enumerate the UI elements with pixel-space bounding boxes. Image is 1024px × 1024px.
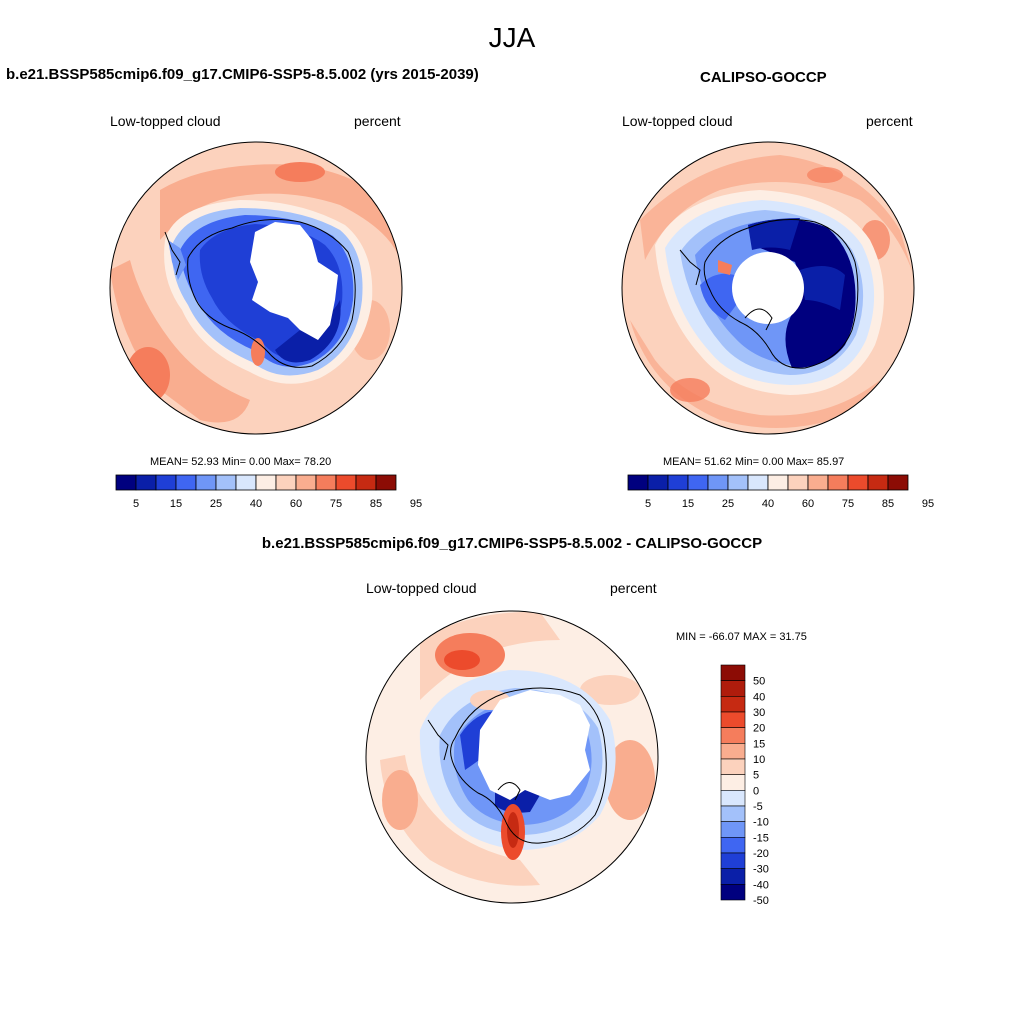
diff-colorbar-tick-label: -10 xyxy=(753,817,769,829)
model-colorbar-tick-label: 75 xyxy=(330,498,342,510)
model-colorbar-tick-label: 15 xyxy=(170,498,182,510)
diff-colorbar-swatch xyxy=(720,680,746,697)
obs-colorbar-swatch xyxy=(847,474,869,491)
obs-colorbar-tick-label: 5 xyxy=(645,498,651,510)
obs-polar-map xyxy=(621,141,915,435)
obs-variable-label: Low-topped cloud xyxy=(622,113,733,129)
model-colorbar-swatch xyxy=(375,474,397,491)
diff-colorbar-tick-label: 20 xyxy=(753,723,765,735)
obs-colorbar-tick-label: 15 xyxy=(682,498,694,510)
model-colorbar-swatch xyxy=(235,474,257,491)
diff-colorbar-tick-label: 0 xyxy=(753,785,759,797)
diff-colorbar-swatch xyxy=(720,664,746,681)
model-colorbar-swatch xyxy=(135,474,157,491)
diff-colorbar-swatch xyxy=(720,837,746,854)
model-colorbar-swatch xyxy=(195,474,217,491)
model-colorbar-swatch xyxy=(115,474,137,491)
diff-polar-map xyxy=(365,610,659,904)
diff-colorbar-tick-label: 15 xyxy=(753,738,765,750)
obs-colorbar-swatch xyxy=(747,474,769,491)
model-variable-label: Low-topped cloud xyxy=(110,113,221,129)
diff-colorbar-swatch xyxy=(720,758,746,775)
diff-colorbar-tick-label: -5 xyxy=(753,801,763,813)
model-colorbar-swatch xyxy=(215,474,237,491)
diff-colorbar-swatch xyxy=(720,696,746,713)
obs-colorbar-tick-label: 25 xyxy=(722,498,734,510)
model-colorbar-swatch xyxy=(275,474,297,491)
diff-colorbar-swatch xyxy=(720,790,746,807)
diff-colorbar-tick-label: -20 xyxy=(753,848,769,860)
obs-colorbar-tick-label: 75 xyxy=(842,498,854,510)
diff-colorbar-swatch xyxy=(720,743,746,760)
diff-units-label: percent xyxy=(610,580,657,596)
obs-stats: MEAN= 51.62 Min= 0.00 Max= 85.97 xyxy=(663,456,845,468)
diff-colorbar-tick-label: -50 xyxy=(753,895,769,907)
model-colorbar-tick-label: 95 xyxy=(410,498,422,510)
diff-colorbar-tick-label: 50 xyxy=(753,676,765,688)
diff-colorbar-tick-label: 30 xyxy=(753,707,765,719)
model-colorbar-swatch xyxy=(315,474,337,491)
model-polar-map xyxy=(109,141,403,435)
obs-colorbar-swatch xyxy=(627,474,649,491)
obs-colorbar-tick-label: 40 xyxy=(762,498,774,510)
season-title: JJA xyxy=(488,22,536,53)
obs-colorbar-swatch xyxy=(827,474,849,491)
model-colorbar-tick-label: 5 xyxy=(133,498,139,510)
diff-variable-label: Low-topped cloud xyxy=(366,580,477,596)
model-colorbar-swatch xyxy=(335,474,357,491)
diff-colorbar-swatch xyxy=(720,884,746,901)
obs-colorbar-tick-label: 60 xyxy=(802,498,814,510)
obs-colorbar-tick-label: 85 xyxy=(882,498,894,510)
model-panel-title: b.e21.BSSP585cmip6.f09_g17.CMIP6-SSP5-8.… xyxy=(6,66,479,83)
obs-colorbar-swatch xyxy=(887,474,909,491)
model-colorbar-swatch xyxy=(155,474,177,491)
diff-colorbar-swatch xyxy=(720,868,746,885)
obs-colorbar-swatch xyxy=(867,474,889,491)
obs-colorbar-tick-label: 95 xyxy=(922,498,934,510)
model-colorbar-tick-label: 25 xyxy=(210,498,222,510)
diff-colorbar-tick-label: -40 xyxy=(753,879,769,891)
obs-colorbar-swatch xyxy=(787,474,809,491)
obs-colorbar-swatch xyxy=(807,474,829,491)
obs-panel-title: CALIPSO-GOCCP xyxy=(700,69,827,86)
diff-colorbar-tick-label: -30 xyxy=(753,864,769,876)
diff-stats: MIN = -66.07 MAX = 31.75 xyxy=(676,631,807,643)
model-colorbar-swatch xyxy=(175,474,197,491)
model-stats: MEAN= 52.93 Min= 0.00 Max= 78.20 xyxy=(150,456,332,468)
diff-colorbar-tick-label: -15 xyxy=(753,832,769,844)
diff-colorbar-tick-label: 5 xyxy=(753,770,759,782)
model-colorbar-tick-label: 85 xyxy=(370,498,382,510)
obs-colorbar: 5 15 25 40 60 75 85 95 xyxy=(627,474,934,510)
model-colorbar-swatch xyxy=(355,474,377,491)
diff-colorbar-swatch xyxy=(720,727,746,744)
diff-colorbar-swatch xyxy=(720,821,746,838)
model-colorbar: 5 15 25 40 60 75 85 95 xyxy=(115,474,422,510)
obs-colorbar-swatch xyxy=(667,474,689,491)
diff-colorbar-swatch xyxy=(720,774,746,791)
model-colorbar-swatch xyxy=(255,474,277,491)
obs-colorbar-swatch xyxy=(707,474,729,491)
model-colorbar-swatch xyxy=(295,474,317,491)
diff-colorbar-swatch xyxy=(720,805,746,822)
diff-panel-title: b.e21.BSSP585cmip6.f09_g17.CMIP6-SSP5-8.… xyxy=(261,535,763,552)
diff-colorbar-swatch xyxy=(720,852,746,869)
diff-colorbar-tick-label: 40 xyxy=(753,691,765,703)
obs-units-label: percent xyxy=(866,113,913,129)
obs-colorbar-swatch xyxy=(687,474,709,491)
model-colorbar-tick-label: 60 xyxy=(290,498,302,510)
obs-colorbar-swatch xyxy=(767,474,789,491)
diff-colorbar-tick-label: 10 xyxy=(753,754,765,766)
obs-colorbar-swatch xyxy=(647,474,669,491)
model-colorbar-tick-label: 40 xyxy=(250,498,262,510)
obs-colorbar-swatch xyxy=(727,474,749,491)
model-units-label: percent xyxy=(354,113,401,129)
diff-colorbar-swatch xyxy=(720,711,746,728)
